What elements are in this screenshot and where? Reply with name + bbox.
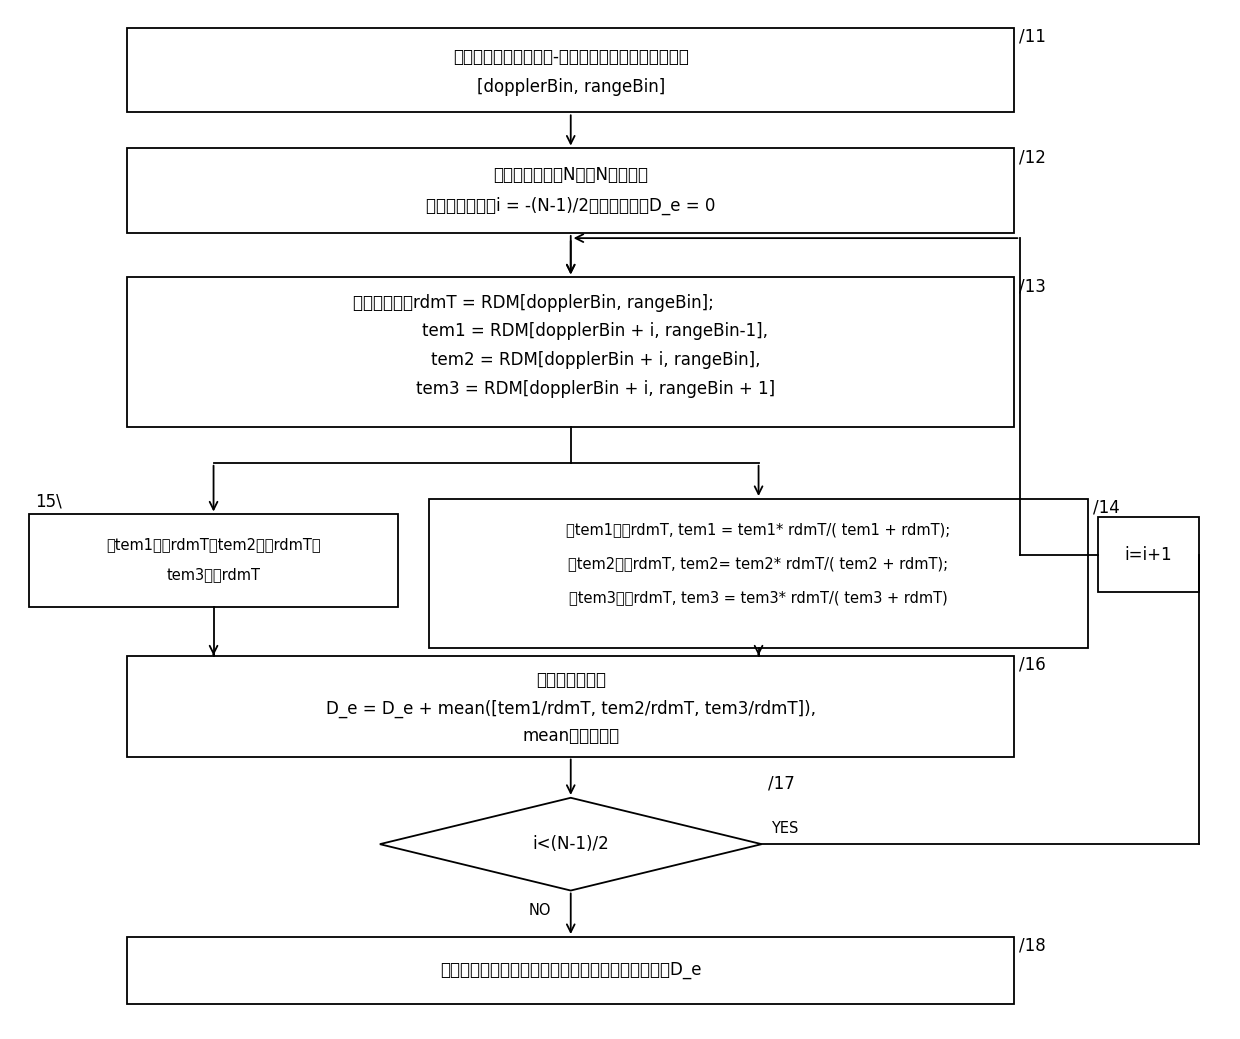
Bar — [128, 656, 1014, 756]
Text: YES: YES — [771, 821, 799, 836]
Text: 若tem1小于rdmT；tem2小于rdmT；: 若tem1小于rdmT；tem2小于rdmT； — [107, 537, 321, 552]
Bar — [128, 149, 1014, 233]
Bar — [128, 277, 1014, 427]
Text: 若tem1大于rdmT, tem1 = tem1* rdmT/( tem1 + rdmT);: 若tem1大于rdmT, tem1 = tem1* rdmT/( tem1 + … — [567, 523, 951, 537]
Bar — [1097, 517, 1199, 591]
Text: /16: /16 — [1019, 656, 1045, 673]
Text: /17: /17 — [768, 775, 795, 793]
Text: i=i+1: i=i+1 — [1125, 545, 1172, 563]
Text: 计算临时变量rdmT = RDM[dopplerBin, rangeBin];: 计算临时变量rdmT = RDM[dopplerBin, rangeBin]; — [353, 294, 714, 312]
Text: 设定参考单元数N，且N为奇数；: 设定参考单元数N，且N为奇数； — [494, 166, 649, 184]
Text: tem3 = RDM[dopplerBin + i, rangeBin + 1]: tem3 = RDM[dopplerBin + i, rangeBin + 1] — [415, 379, 775, 398]
Text: tem1 = RDM[dopplerBin + i, rangeBin-1],: tem1 = RDM[dopplerBin + i, rangeBin-1], — [423, 322, 769, 340]
Text: 15\: 15\ — [35, 492, 62, 510]
Bar — [429, 499, 1087, 648]
Text: 获取该基准点迹在距离-多普勒二维矩阵中的坐标位置: 获取该基准点迹在距离-多普勒二维矩阵中的坐标位置 — [453, 48, 688, 65]
Text: i<(N-1)/2: i<(N-1)/2 — [532, 835, 609, 853]
Text: 若tem2大于rdmT, tem2= tem2* rdmT/( tem2 + rdmT);: 若tem2大于rdmT, tem2= tem2* rdmT/( tem2 + r… — [568, 556, 949, 571]
Text: /14: /14 — [1092, 499, 1120, 516]
Bar — [128, 28, 1014, 112]
Text: 确定聚类数据中具有最大幅度的点迹的多普勒展宽为D_e: 确定聚类数据中具有最大幅度的点迹的多普勒展宽为D_e — [440, 961, 702, 980]
Text: /12: /12 — [1019, 149, 1045, 166]
Bar — [128, 937, 1014, 1004]
Text: 初始化循环变量i = -(N-1)/2；多普勒展宽D_e = 0: 初始化循环变量i = -(N-1)/2；多普勒展宽D_e = 0 — [427, 197, 715, 215]
Text: D_e = D_e + mean([tem1/rdmT, tem2/rdmT, tem3/rdmT]),: D_e = D_e + mean([tem1/rdmT, tem2/rdmT, … — [326, 700, 816, 718]
Text: [dopplerBin, rangeBin]: [dopplerBin, rangeBin] — [476, 78, 665, 96]
Bar — [29, 514, 398, 607]
Text: /11: /11 — [1019, 28, 1045, 46]
Text: 若tem3大于rdmT, tem3 = tem3* rdmT/( tem3 + rdmT): 若tem3大于rdmT, tem3 = tem3* rdmT/( tem3 + … — [569, 590, 947, 606]
Text: mean表示求平均: mean表示求平均 — [522, 727, 619, 745]
Text: /13: /13 — [1019, 277, 1045, 295]
Text: tem2 = RDM[dopplerBin + i, rangeBin],: tem2 = RDM[dopplerBin + i, rangeBin], — [430, 351, 760, 369]
Text: NO: NO — [528, 903, 552, 917]
Text: /18: /18 — [1019, 937, 1045, 955]
Text: tem3小于rdmT: tem3小于rdmT — [166, 567, 260, 583]
Text: 计算多普勒展宽: 计算多普勒展宽 — [536, 671, 605, 689]
Polygon shape — [379, 798, 761, 890]
